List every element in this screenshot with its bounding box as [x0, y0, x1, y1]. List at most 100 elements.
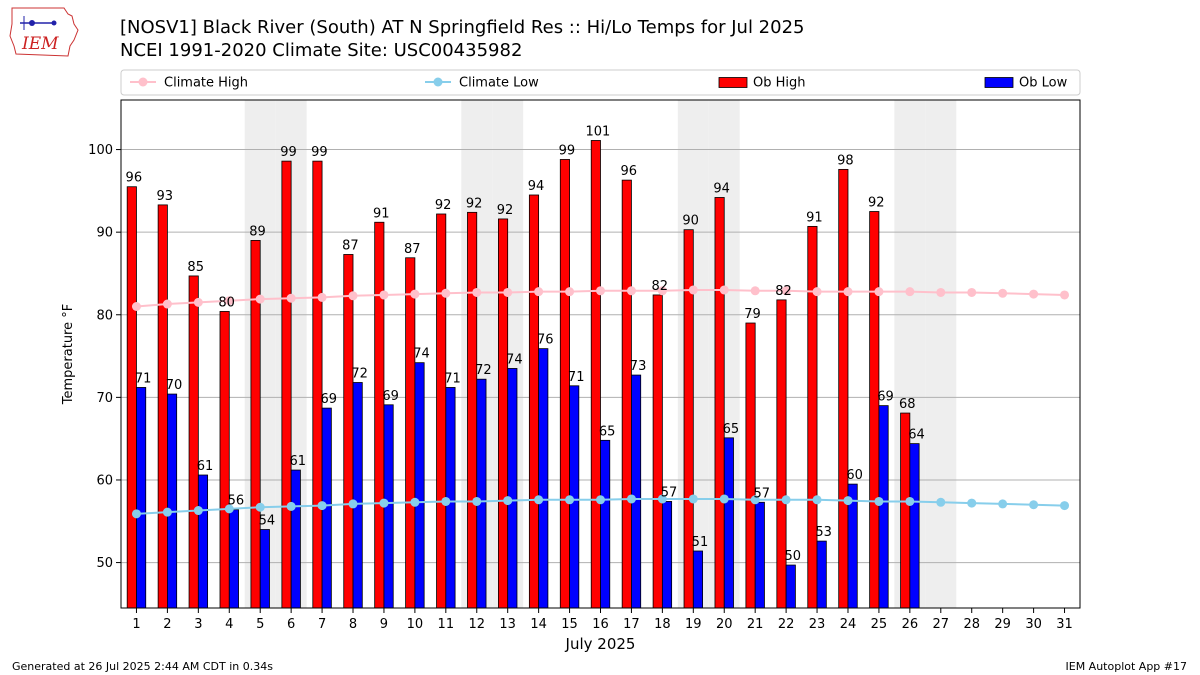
climate-low-point	[503, 496, 513, 506]
climate-low-point	[843, 496, 853, 506]
climate-low-point	[781, 495, 791, 505]
x-tick-label: 7	[318, 617, 326, 632]
ob-low-bar	[507, 368, 518, 609]
ob-high-bar	[652, 294, 663, 609]
ob-low-label: 76	[537, 333, 554, 348]
ob-low-label: 72	[475, 363, 492, 378]
climate-high-point	[1029, 289, 1039, 299]
ob-high-label: 87	[404, 242, 421, 257]
ob-high-label: 92	[868, 196, 885, 211]
ob-low-label: 74	[506, 352, 523, 367]
ob-high-bar	[807, 225, 818, 609]
ob-high-label: 101	[585, 124, 610, 139]
climate-high-point	[255, 294, 265, 304]
chart-title: [NOSV1] Black River (South) AT N Springf…	[120, 17, 805, 38]
ob-low-label: 70	[166, 378, 183, 393]
y-tick-label: 90	[96, 226, 113, 241]
legend-ob-high-label: Ob High	[753, 76, 806, 91]
climate-high-point	[998, 288, 1008, 298]
climate-low-point	[998, 499, 1008, 509]
legend-ob-high-swatch	[718, 77, 748, 88]
climate-low-point	[936, 497, 946, 507]
x-tick-label: 19	[685, 617, 702, 632]
climate-low-point	[1060, 501, 1070, 511]
legend-climate-low-marker	[433, 77, 443, 87]
ob-high-bar	[745, 322, 756, 609]
y-tick-label: 50	[96, 556, 113, 571]
ob-low-label: 56	[228, 494, 245, 509]
ob-high-label: 82	[775, 284, 792, 299]
x-tick-label: 24	[840, 617, 857, 632]
climate-low-point	[131, 509, 141, 519]
ob-low-bar	[476, 378, 487, 609]
ob-high-bar	[590, 140, 601, 609]
climate-high-point	[162, 299, 172, 309]
climate-high-point	[812, 287, 822, 297]
ob-low-bar	[661, 501, 673, 609]
climate-high-point	[688, 285, 698, 295]
climate-high-point	[657, 286, 667, 296]
ob-high-label: 92	[497, 203, 514, 218]
ob-low-bar	[259, 529, 270, 609]
climate-high-point	[750, 286, 760, 296]
ob-low-label: 71	[568, 370, 585, 385]
climate-high-point	[626, 286, 636, 296]
legend-ob-low-swatch	[984, 77, 1014, 88]
app-credit: IEM Autoplot App #17	[1065, 660, 1188, 673]
climate-low-point	[534, 495, 544, 505]
ob-high-bar	[343, 254, 354, 609]
legend-climate-high-marker	[138, 77, 148, 87]
ob-low-bar	[197, 474, 209, 609]
climate-high-point	[193, 297, 203, 307]
legend: Climate High Climate Low Ob High Ob Low	[120, 69, 1081, 96]
ob-low-label: 61	[290, 454, 307, 469]
ob-high-bar	[126, 186, 137, 609]
ob-high-label: 79	[744, 307, 761, 322]
ob-high-label: 92	[435, 198, 452, 213]
climate-high-point	[224, 296, 234, 306]
ob-low-label: 57	[754, 486, 771, 501]
climate-low-point	[750, 495, 760, 505]
legend-ob-low-label: Ob Low	[1019, 76, 1068, 91]
climate-high-point	[534, 287, 544, 297]
ob-low-bar	[167, 393, 178, 609]
x-tick-label: 18	[654, 617, 671, 632]
ob-low-label: 71	[135, 371, 152, 386]
climate-high-point	[286, 293, 296, 303]
x-tick-label: 6	[287, 617, 295, 632]
ob-low-bar	[290, 469, 301, 609]
ob-high-label: 94	[528, 179, 545, 194]
x-tick-label: 31	[1056, 617, 1073, 632]
climate-low-point	[286, 501, 296, 511]
x-tick-label: 30	[1025, 617, 1042, 632]
ob-high-label: 99	[311, 145, 328, 160]
climate-high-point	[503, 287, 513, 297]
ob-high-label: 99	[559, 143, 576, 158]
ob-high-label: 80	[218, 295, 235, 310]
x-tick-label: 21	[747, 617, 764, 632]
x-tick-label: 23	[809, 617, 826, 632]
x-tick-label: 27	[933, 617, 950, 632]
ob-high-label: 96	[621, 164, 638, 179]
ob-low-bar	[723, 437, 734, 609]
climate-low-point	[657, 494, 667, 504]
logo-text: IEM	[21, 34, 59, 54]
climate-low-point	[1029, 500, 1039, 510]
x-tick-label: 14	[530, 617, 547, 632]
x-tick-label: 12	[468, 617, 485, 632]
climate-high-point	[936, 287, 946, 297]
ob-high-bar	[405, 257, 416, 609]
ob-low-label: 53	[815, 525, 832, 540]
ob-high-bar	[621, 179, 632, 609]
x-tick-label: 9	[380, 617, 388, 632]
ob-high-bar	[188, 275, 199, 609]
climate-high-point	[781, 286, 791, 296]
x-tick-label: 11	[438, 617, 455, 632]
y-axis-label: Temperature °F	[61, 304, 76, 405]
ob-high-label: 87	[342, 238, 359, 253]
climate-high-point	[379, 290, 389, 300]
ob-low-label: 71	[444, 371, 461, 386]
x-tick-label: 26	[902, 617, 919, 632]
climate-low-point	[596, 495, 605, 505]
